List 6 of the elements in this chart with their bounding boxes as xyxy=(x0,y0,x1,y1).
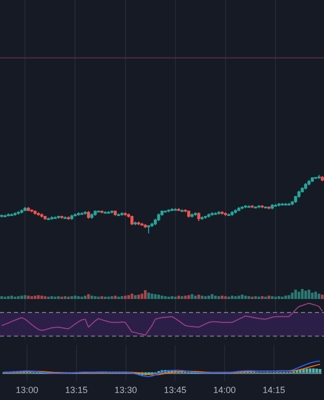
x-tick-label: 13:45 xyxy=(164,385,186,396)
x-tick-label: 13:15 xyxy=(65,385,88,396)
x-tick-label: 13:30 xyxy=(114,385,138,396)
x-tick-label: 14:15 xyxy=(262,385,286,396)
x-tick-label: 14:00 xyxy=(213,385,236,396)
x-tick-label: 13:00 xyxy=(16,385,38,396)
